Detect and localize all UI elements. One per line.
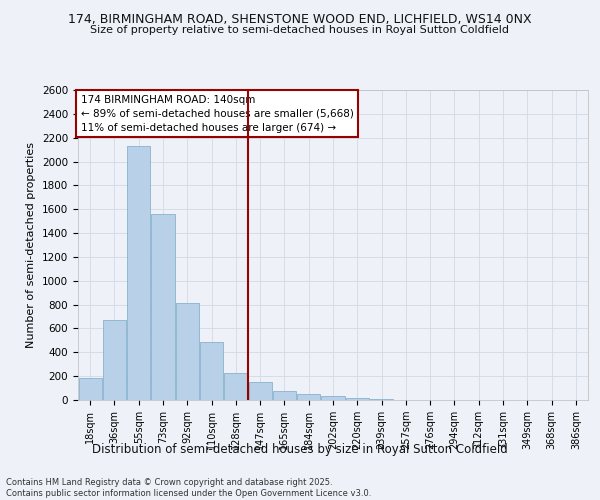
Text: Contains HM Land Registry data © Crown copyright and database right 2025.
Contai: Contains HM Land Registry data © Crown c… xyxy=(6,478,371,498)
Bar xyxy=(151,214,175,400)
Bar xyxy=(79,378,101,400)
Text: Size of property relative to semi-detached houses in Royal Sutton Coldfield: Size of property relative to semi-detach… xyxy=(91,25,509,35)
Bar xyxy=(273,391,296,400)
Bar xyxy=(346,398,369,400)
Bar xyxy=(103,320,126,400)
Text: 174 BIRMINGHAM ROAD: 140sqm
← 89% of semi-detached houses are smaller (5,668)
11: 174 BIRMINGHAM ROAD: 140sqm ← 89% of sem… xyxy=(80,94,353,132)
Bar xyxy=(176,304,199,400)
Bar xyxy=(224,372,247,400)
Bar xyxy=(322,396,344,400)
Bar xyxy=(200,342,223,400)
Y-axis label: Number of semi-detached properties: Number of semi-detached properties xyxy=(26,142,37,348)
Text: 174, BIRMINGHAM ROAD, SHENSTONE WOOD END, LICHFIELD, WS14 0NX: 174, BIRMINGHAM ROAD, SHENSTONE WOOD END… xyxy=(68,12,532,26)
Bar xyxy=(248,382,272,400)
Text: Distribution of semi-detached houses by size in Royal Sutton Coldfield: Distribution of semi-detached houses by … xyxy=(92,442,508,456)
Bar xyxy=(297,394,320,400)
Bar xyxy=(127,146,150,400)
